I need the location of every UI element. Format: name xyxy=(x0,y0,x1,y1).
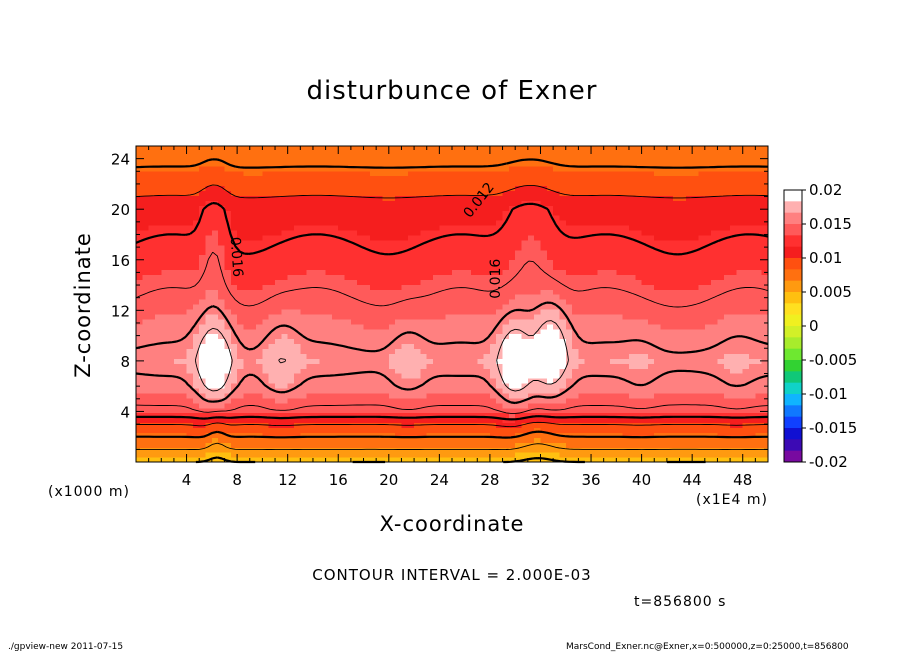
colorbar-swatch xyxy=(784,428,802,440)
colorbar-swatch xyxy=(784,348,802,361)
colorbar-swatch xyxy=(784,224,802,236)
y-tick-label: 4 xyxy=(120,403,130,421)
x-tick-label: 40 xyxy=(632,471,651,489)
colorbar-swatch xyxy=(784,371,802,384)
x-tick-label: 32 xyxy=(531,471,550,489)
colorbar-swatch xyxy=(784,303,802,316)
x-axis-label: X-coordinate xyxy=(379,512,525,536)
colorbar-swatch xyxy=(784,292,802,304)
x-scale-label: (x1E4 m) xyxy=(696,492,768,508)
colorbar-swatch xyxy=(784,439,802,452)
time-label: t=856800 s xyxy=(634,594,727,610)
y-tick-label: 8 xyxy=(120,353,130,371)
contour-line xyxy=(194,320,569,392)
colorbar-tick-label: -0.02 xyxy=(809,453,848,471)
colorbar-swatch xyxy=(784,258,802,270)
colorbar-swatch xyxy=(784,405,802,418)
colorbar-swatch xyxy=(784,314,802,327)
colorbar-tick-label: 0.02 xyxy=(809,181,842,199)
y-tick-label: 12 xyxy=(111,302,130,320)
x-tick-label: 16 xyxy=(329,471,348,489)
colorbar-tick-label: -0.015 xyxy=(809,419,857,437)
contour-label: 0.016 xyxy=(227,236,246,277)
x-tick-label: 20 xyxy=(379,471,398,489)
y-tick-label: 20 xyxy=(111,201,130,219)
colorbar-swatch xyxy=(784,190,802,202)
x-tick-label: 12 xyxy=(278,471,297,489)
chart-title: disturbunce of Exner xyxy=(306,76,598,106)
contour-line xyxy=(135,201,769,421)
x-tick-label: 24 xyxy=(430,471,449,489)
colorbar-tick-label: 0.015 xyxy=(809,215,852,233)
x-tick-label: 28 xyxy=(480,471,499,489)
colorbar-swatch xyxy=(784,382,802,395)
colorbar-swatch xyxy=(784,246,802,259)
colorbar-swatch xyxy=(784,280,802,293)
colorbar-tick-label: -0.01 xyxy=(809,385,848,403)
colorbar-swatch xyxy=(784,269,802,282)
y-tick-label: 16 xyxy=(111,252,130,270)
colorbar-tick-label: -0.005 xyxy=(809,351,857,369)
colorbar-swatch xyxy=(784,394,802,406)
colorbar-swatch xyxy=(784,212,802,225)
colorbar-tick-label: 0.005 xyxy=(809,283,852,301)
colorbar-tick-label: 0 xyxy=(809,317,819,335)
x-unit-label: (x1000 m) xyxy=(48,484,130,500)
colorbar-swatch xyxy=(784,416,802,429)
contour-label: 0.016 xyxy=(488,259,504,299)
colorbar-tick-label: 0.01 xyxy=(809,249,842,267)
footer-right: MarsCond_Exner.nc@Exner,x=0:500000,z=0:2… xyxy=(566,642,849,652)
colorbar-swatch xyxy=(784,450,802,463)
colorbar-swatch xyxy=(784,337,802,350)
colorbar-swatch xyxy=(784,360,802,372)
x-tick-label: 8 xyxy=(232,471,242,489)
x-tick-label: 48 xyxy=(733,471,752,489)
colorbar-swatch xyxy=(784,326,802,338)
colorbar-swatch xyxy=(784,201,802,214)
x-tick-label: 44 xyxy=(683,471,702,489)
contour-line xyxy=(135,251,769,414)
y-tick-label: 24 xyxy=(111,151,130,169)
x-tick-label: 36 xyxy=(581,471,600,489)
x-tick-label: 4 xyxy=(182,471,192,489)
footer-left: ./gpview-new 2011-07-15 xyxy=(8,642,124,652)
colorbar-swatch xyxy=(784,235,802,248)
contour-interval-text: CONTOUR INTERVAL = 2.000E-03 xyxy=(312,566,592,584)
